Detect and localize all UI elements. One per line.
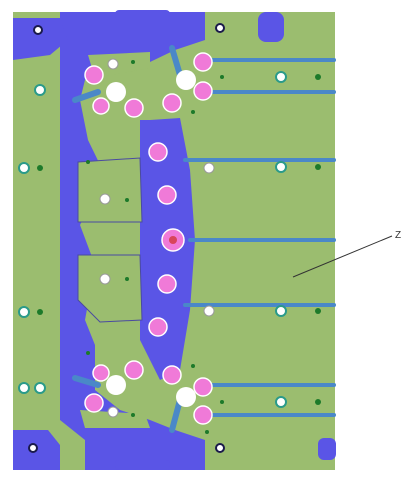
via-dot	[205, 430, 209, 434]
via	[99, 193, 111, 205]
pad	[84, 393, 104, 413]
mounting-hole	[106, 375, 126, 395]
copper-corner-right	[318, 438, 336, 460]
trace-diagonal	[72, 89, 101, 103]
via	[107, 406, 119, 418]
callout-leader-line	[292, 235, 393, 278]
trace-group	[183, 58, 336, 417]
via-dot	[315, 308, 321, 314]
via-dot	[191, 110, 195, 114]
trace-diagonal	[169, 397, 183, 433]
via-dot	[86, 351, 90, 355]
via-dot	[315, 399, 321, 405]
pad	[92, 364, 110, 382]
via	[203, 305, 215, 317]
copper-slot-top	[115, 10, 170, 20]
via	[275, 305, 287, 317]
via	[34, 382, 46, 394]
via	[99, 273, 111, 285]
callout-label: Z	[395, 230, 402, 241]
via	[33, 25, 43, 35]
pad	[157, 185, 177, 205]
via-group-green	[37, 60, 321, 434]
copper-corner-top-right	[258, 12, 284, 42]
pad	[124, 360, 144, 380]
via-dot	[220, 75, 224, 79]
pad-group	[84, 52, 213, 425]
copper-plane	[60, 12, 205, 470]
via	[18, 306, 30, 318]
via-dot	[125, 277, 129, 281]
via	[275, 71, 287, 83]
diagonal-traces	[72, 45, 183, 433]
island-upper	[77, 157, 143, 223]
via	[203, 162, 215, 174]
pad	[193, 81, 213, 101]
via-dot	[315, 74, 321, 80]
via	[215, 23, 225, 33]
pad	[148, 317, 168, 337]
pad	[162, 93, 182, 113]
via-dot	[220, 400, 224, 404]
via-dot	[131, 413, 135, 417]
via	[18, 162, 30, 174]
via	[275, 161, 287, 173]
pad	[92, 97, 110, 115]
via-group-teal	[18, 71, 287, 408]
via-dot	[315, 164, 321, 170]
mounting-hole	[106, 82, 126, 102]
via	[107, 58, 119, 70]
mounting-holes	[106, 70, 196, 407]
pad	[193, 377, 213, 397]
via	[28, 443, 38, 453]
pad	[124, 98, 144, 118]
island-top	[88, 52, 150, 78]
island-lower	[77, 254, 143, 323]
via-dot	[131, 60, 135, 64]
via-dot	[86, 160, 90, 164]
via-dot	[37, 309, 43, 315]
via-dot	[191, 364, 195, 368]
pad	[162, 365, 182, 385]
trace-diagonal	[72, 375, 101, 388]
via	[275, 396, 287, 408]
copper-slot-bottom	[115, 460, 170, 470]
pad	[157, 274, 177, 294]
via	[215, 443, 225, 453]
pad	[84, 65, 104, 85]
pad	[193, 405, 213, 425]
via	[18, 382, 30, 394]
via-group-outline	[28, 23, 225, 453]
pad	[193, 52, 213, 72]
via-dot	[37, 165, 43, 171]
copper-plane-top-left	[13, 18, 68, 60]
pad	[148, 142, 168, 162]
pad-center-marker	[169, 236, 177, 244]
via	[34, 84, 46, 96]
mounting-hole	[176, 70, 196, 90]
via-group-white	[99, 58, 215, 418]
via-dot	[125, 198, 129, 202]
mounting-hole	[176, 387, 196, 407]
trace-diagonal	[169, 45, 183, 78]
